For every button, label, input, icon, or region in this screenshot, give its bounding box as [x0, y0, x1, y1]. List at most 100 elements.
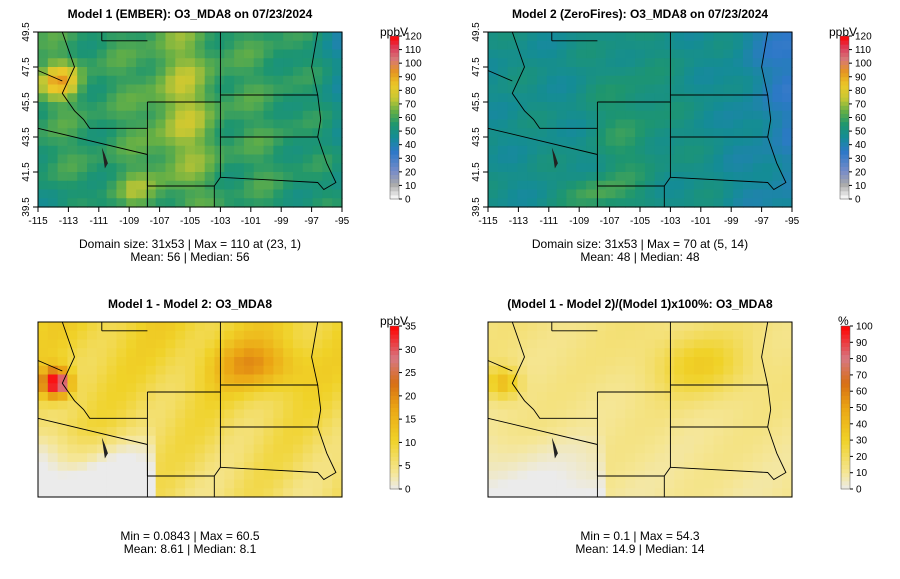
heatmap-cell	[566, 163, 577, 173]
heatmap-cell	[283, 110, 294, 121]
colorbar-tick-label: 40	[856, 419, 868, 430]
heatmap-cell	[713, 357, 724, 367]
heatmap-cell	[576, 93, 587, 103]
heatmap-cell	[762, 75, 773, 86]
heatmap-cell	[332, 102, 343, 112]
x-tick-label: -107	[150, 216, 170, 227]
heatmap-cell	[654, 348, 666, 358]
heatmap-cell	[752, 119, 764, 129]
heatmap-cell	[312, 189, 323, 199]
heatmap-cell	[576, 339, 587, 349]
heatmap-cell	[155, 198, 167, 208]
heatmap-cell	[488, 409, 499, 419]
heatmap-cell	[674, 470, 685, 481]
heatmap-cell	[332, 84, 343, 94]
heatmap-cell	[615, 383, 626, 393]
heatmap-cell	[566, 110, 577, 121]
heatmap-cell	[566, 172, 577, 182]
heatmap-cell	[332, 32, 343, 42]
heatmap-cell	[605, 488, 617, 498]
heatmap-cell	[566, 330, 577, 341]
heatmap-cell	[507, 128, 519, 138]
heatmap-cell	[566, 444, 577, 454]
heatmap-cell	[292, 32, 304, 42]
heatmap-cell	[175, 154, 186, 164]
heatmap-cell	[576, 357, 587, 367]
heatmap-cell	[664, 40, 675, 51]
heatmap-cell	[67, 435, 78, 446]
heatmap-cell	[762, 479, 773, 489]
heatmap-cell	[654, 198, 666, 208]
heatmap-cell	[194, 128, 206, 138]
heatmap-cell	[302, 198, 314, 208]
heatmap-cell	[106, 339, 118, 349]
heatmap-cell	[537, 470, 548, 481]
heatmap-cell	[273, 418, 284, 428]
heatmap-cell	[273, 189, 284, 199]
heatmap-cell	[253, 128, 265, 138]
heatmap-cell	[312, 154, 323, 164]
heatmap-cell	[273, 102, 284, 112]
heatmap-cell	[625, 348, 636, 358]
heatmap-cell	[566, 137, 577, 147]
heatmap-cell	[674, 137, 685, 147]
heatmap-cell	[194, 198, 206, 208]
heatmap-cell	[214, 84, 225, 94]
colorbar-tick-label: 30	[856, 436, 868, 447]
heatmap-cell	[234, 145, 245, 156]
heatmap-cell	[204, 427, 216, 437]
heatmap-cell	[723, 84, 734, 94]
heatmap-cell	[77, 348, 88, 358]
heatmap-cell	[654, 383, 666, 393]
state-border	[670, 384, 787, 481]
heatmap-cell	[224, 462, 235, 472]
heatmap-cell	[38, 427, 49, 437]
heatmap-cell	[674, 418, 685, 428]
state-border	[511, 31, 598, 129]
heatmap-cell	[497, 488, 509, 498]
heatmap-cell	[762, 400, 773, 411]
heatmap-cell	[155, 383, 167, 393]
heatmap-cell	[703, 409, 715, 419]
heatmap-cell	[263, 75, 274, 86]
heatmap-cell	[576, 470, 587, 481]
heatmap-cell	[214, 470, 225, 481]
heatmap-cell	[234, 198, 245, 208]
heatmap-cell	[723, 427, 734, 437]
heatmap-cell	[674, 330, 685, 341]
heatmap-cell	[292, 462, 304, 472]
heatmap-cell	[116, 75, 127, 86]
heatmap-cell	[194, 435, 206, 446]
state-border	[597, 185, 665, 207]
heatmap-cell	[674, 67, 685, 77]
heatmap-cell	[772, 128, 783, 138]
heatmap-cell	[576, 67, 587, 77]
heatmap-cell	[674, 93, 685, 103]
heatmap-cell	[595, 435, 607, 446]
heatmap-cell	[185, 180, 196, 191]
heatmap-cell	[723, 119, 734, 129]
heatmap-cell	[586, 137, 597, 147]
heatmap-cell	[644, 145, 656, 156]
heatmap-cell	[586, 409, 597, 419]
heatmap-cell	[283, 365, 294, 376]
heatmap-cell	[713, 322, 724, 332]
heatmap-cell	[116, 145, 127, 156]
x-tick-label: -111	[90, 216, 109, 227]
heatmap-cell	[615, 409, 626, 419]
heatmap-cell	[194, 172, 206, 182]
heatmap-cell	[116, 479, 127, 489]
heatmap-cell	[47, 330, 59, 341]
heatmap-cell	[713, 180, 724, 191]
heatmap-cell	[263, 348, 274, 358]
heatmap-cell	[684, 145, 695, 156]
heatmap-cell	[497, 357, 509, 367]
heatmap-cell	[782, 488, 793, 498]
y-tick-label: 43.5	[21, 127, 32, 147]
heatmap-cell	[322, 435, 333, 446]
heatmap-cell	[664, 75, 675, 86]
heatmap-cell	[145, 145, 157, 156]
heatmap-cell	[175, 453, 186, 463]
heatmap-cell	[703, 330, 715, 341]
heatmap-cell	[507, 84, 519, 94]
